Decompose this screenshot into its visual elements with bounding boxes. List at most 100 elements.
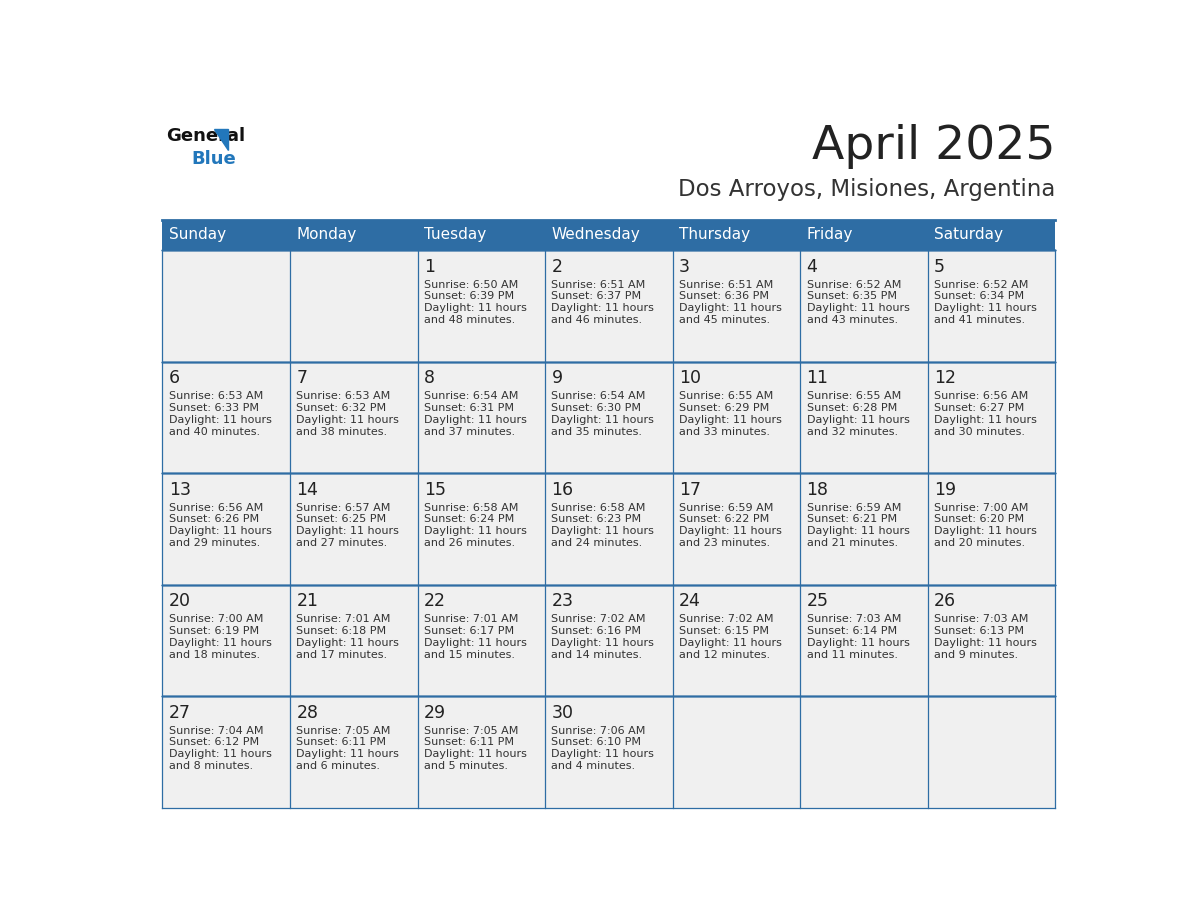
Text: Daylight: 11 hours: Daylight: 11 hours [296, 638, 399, 648]
Text: Sunrise: 6:56 AM: Sunrise: 6:56 AM [934, 391, 1029, 401]
Text: Sunset: 6:32 PM: Sunset: 6:32 PM [296, 403, 386, 413]
Text: Sunrise: 7:02 AM: Sunrise: 7:02 AM [680, 614, 773, 624]
Text: Sunset: 6:11 PM: Sunset: 6:11 PM [424, 737, 514, 747]
Text: and 21 minutes.: and 21 minutes. [807, 538, 898, 548]
Text: 7: 7 [296, 370, 308, 387]
Text: and 24 minutes.: and 24 minutes. [551, 538, 643, 548]
Bar [163, 585, 290, 696]
Bar [163, 474, 290, 585]
Text: Daylight: 11 hours: Daylight: 11 hours [807, 304, 910, 313]
Text: Sunset: 6:11 PM: Sunset: 6:11 PM [296, 737, 386, 747]
Text: Sunrise: 6:55 AM: Sunrise: 6:55 AM [680, 391, 773, 401]
Text: Sunrise: 6:58 AM: Sunrise: 6:58 AM [551, 502, 646, 512]
Text: Saturday: Saturday [934, 228, 1003, 242]
Text: and 30 minutes.: and 30 minutes. [934, 427, 1025, 437]
Text: 11: 11 [807, 370, 828, 387]
Text: Sunset: 6:28 PM: Sunset: 6:28 PM [807, 403, 897, 413]
Text: Sunrise: 6:52 AM: Sunrise: 6:52 AM [934, 280, 1029, 289]
Bar [290, 696, 417, 808]
Text: Sunset: 6:12 PM: Sunset: 6:12 PM [169, 737, 259, 747]
Text: Sunset: 6:26 PM: Sunset: 6:26 PM [169, 514, 259, 524]
Text: Daylight: 11 hours: Daylight: 11 hours [934, 526, 1037, 536]
Text: Sunrise: 6:55 AM: Sunrise: 6:55 AM [807, 391, 901, 401]
Bar [672, 474, 801, 585]
Bar [801, 696, 928, 808]
Text: Sunset: 6:31 PM: Sunset: 6:31 PM [424, 403, 514, 413]
Text: Sunrise: 7:04 AM: Sunrise: 7:04 AM [169, 725, 264, 735]
Bar [672, 219, 801, 251]
Text: Daylight: 11 hours: Daylight: 11 hours [551, 304, 655, 313]
Text: Daylight: 11 hours: Daylight: 11 hours [934, 415, 1037, 425]
Text: Daylight: 11 hours: Daylight: 11 hours [424, 638, 526, 648]
Text: Sunrise: 7:03 AM: Sunrise: 7:03 AM [934, 614, 1029, 624]
Bar [290, 362, 417, 474]
Text: 21: 21 [296, 592, 318, 610]
Bar [417, 585, 545, 696]
Text: Thursday: Thursday [680, 228, 750, 242]
Bar [163, 251, 290, 362]
Bar [545, 251, 672, 362]
Text: 28: 28 [296, 704, 318, 722]
Text: Sunrise: 7:05 AM: Sunrise: 7:05 AM [424, 725, 518, 735]
Bar [417, 474, 545, 585]
Text: Daylight: 11 hours: Daylight: 11 hours [169, 638, 272, 648]
Text: Daylight: 11 hours: Daylight: 11 hours [551, 415, 655, 425]
Text: and 27 minutes.: and 27 minutes. [296, 538, 387, 548]
Bar [801, 362, 928, 474]
Text: Sunrise: 6:58 AM: Sunrise: 6:58 AM [424, 502, 518, 512]
Text: Sunrise: 6:53 AM: Sunrise: 6:53 AM [296, 391, 391, 401]
Text: and 8 minutes.: and 8 minutes. [169, 761, 253, 771]
Text: Daylight: 11 hours: Daylight: 11 hours [934, 304, 1037, 313]
Text: Daylight: 11 hours: Daylight: 11 hours [296, 415, 399, 425]
Text: Sunrise: 7:03 AM: Sunrise: 7:03 AM [807, 614, 901, 624]
Text: Sunrise: 6:59 AM: Sunrise: 6:59 AM [807, 502, 901, 512]
Text: and 46 minutes.: and 46 minutes. [551, 316, 643, 325]
Text: 24: 24 [680, 592, 701, 610]
Text: Sunrise: 6:54 AM: Sunrise: 6:54 AM [551, 391, 646, 401]
Text: Tuesday: Tuesday [424, 228, 486, 242]
Text: Sunset: 6:14 PM: Sunset: 6:14 PM [807, 626, 897, 636]
Bar [928, 219, 1055, 251]
Text: and 45 minutes.: and 45 minutes. [680, 316, 770, 325]
Bar [928, 474, 1055, 585]
Text: Sunset: 6:10 PM: Sunset: 6:10 PM [551, 737, 642, 747]
Text: and 32 minutes.: and 32 minutes. [807, 427, 898, 437]
Bar [928, 585, 1055, 696]
Text: and 35 minutes.: and 35 minutes. [551, 427, 643, 437]
Text: Daylight: 11 hours: Daylight: 11 hours [680, 638, 782, 648]
Text: Sunset: 6:30 PM: Sunset: 6:30 PM [551, 403, 642, 413]
Text: Sunset: 6:18 PM: Sunset: 6:18 PM [296, 626, 386, 636]
Text: and 43 minutes.: and 43 minutes. [807, 316, 898, 325]
Bar [290, 251, 417, 362]
Text: 14: 14 [296, 481, 318, 499]
Text: Sunrise: 7:00 AM: Sunrise: 7:00 AM [169, 614, 264, 624]
Bar [672, 362, 801, 474]
Text: 13: 13 [169, 481, 191, 499]
Text: Sunrise: 6:50 AM: Sunrise: 6:50 AM [424, 280, 518, 289]
Text: and 40 minutes.: and 40 minutes. [169, 427, 260, 437]
Text: Daylight: 11 hours: Daylight: 11 hours [169, 526, 272, 536]
Text: Daylight: 11 hours: Daylight: 11 hours [551, 526, 655, 536]
Bar [290, 474, 417, 585]
Text: Sunset: 6:35 PM: Sunset: 6:35 PM [807, 292, 897, 301]
Text: 3: 3 [680, 258, 690, 276]
Text: Sunrise: 7:05 AM: Sunrise: 7:05 AM [296, 725, 391, 735]
Bar [163, 362, 290, 474]
Bar [545, 362, 672, 474]
Text: 6: 6 [169, 370, 179, 387]
Text: and 18 minutes.: and 18 minutes. [169, 650, 260, 660]
Text: Sunrise: 6:57 AM: Sunrise: 6:57 AM [296, 502, 391, 512]
Text: and 29 minutes.: and 29 minutes. [169, 538, 260, 548]
Text: Sunrise: 7:06 AM: Sunrise: 7:06 AM [551, 725, 646, 735]
Bar [545, 585, 672, 696]
Text: and 11 minutes.: and 11 minutes. [807, 650, 898, 660]
Text: Daylight: 11 hours: Daylight: 11 hours [424, 526, 526, 536]
Text: Sunset: 6:29 PM: Sunset: 6:29 PM [680, 403, 770, 413]
Text: Sunset: 6:24 PM: Sunset: 6:24 PM [424, 514, 514, 524]
Bar [545, 219, 672, 251]
Text: 4: 4 [807, 258, 817, 276]
Text: Sunset: 6:36 PM: Sunset: 6:36 PM [680, 292, 769, 301]
Text: General: General [166, 127, 246, 145]
Text: and 37 minutes.: and 37 minutes. [424, 427, 516, 437]
Text: Daylight: 11 hours: Daylight: 11 hours [424, 304, 526, 313]
